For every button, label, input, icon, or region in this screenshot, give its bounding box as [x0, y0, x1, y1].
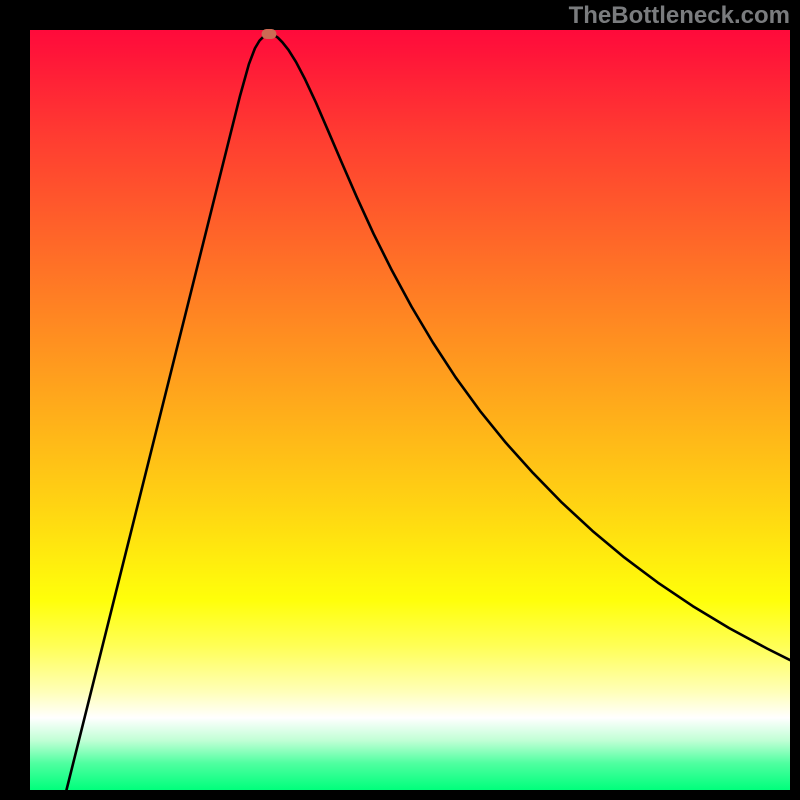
bottleneck-curve — [30, 30, 790, 790]
plot-area — [30, 30, 790, 790]
curve-minimum-marker — [261, 29, 276, 39]
watermark-text: TheBottleneck.com — [569, 2, 790, 30]
chart-container: TheBottleneck.com — [0, 0, 800, 800]
curve-path — [66, 34, 790, 790]
